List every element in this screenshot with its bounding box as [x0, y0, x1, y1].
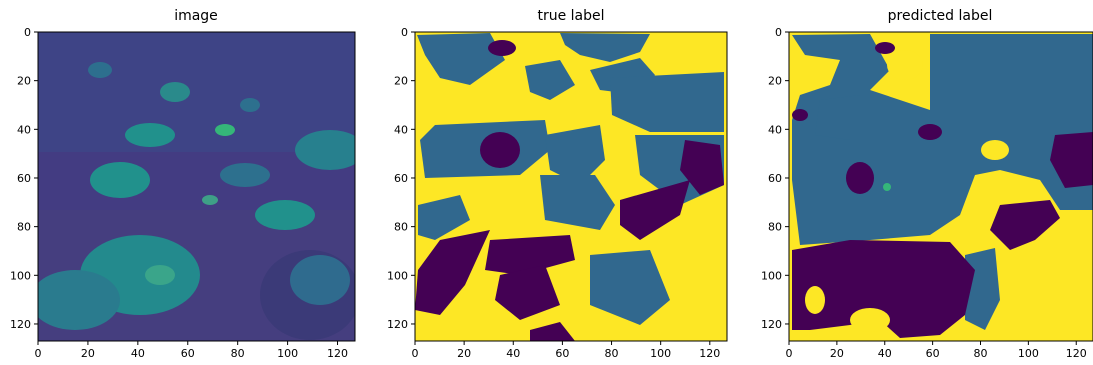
predicted-label-y-tick-label: 20 — [768, 75, 782, 88]
true-label-y-tick-label: 20 — [394, 75, 408, 88]
predicted-yellow-2 — [887, 50, 923, 80]
true-label-x-ticks: 0 20 40 60 80 100 120 — [412, 341, 720, 360]
true-region-9 — [540, 175, 615, 230]
true-label-x-tick-label: 120 — [699, 347, 720, 360]
image-y-tick-label: 100 — [10, 269, 31, 282]
true-label-y-tick-label: 100 — [387, 269, 408, 282]
predicted-label-x-tick-label: 80 — [973, 347, 987, 360]
predicted-yellow-3 — [850, 308, 890, 332]
predicted-label-y-tick-label: 120 — [761, 318, 782, 331]
predicted-dark-5 — [1050, 132, 1093, 188]
image-x-tick-label: 80 — [231, 347, 245, 360]
true-label-title: true label — [537, 8, 604, 24]
true-dark-1 — [488, 40, 516, 56]
image-y-tick-label: 60 — [17, 172, 31, 185]
predicted-label-y-tick-label: 60 — [768, 172, 782, 185]
image-y-ticks: 0 20 40 60 80 100 120 — [10, 26, 38, 331]
image-x-tick-label: 120 — [327, 347, 348, 360]
image-title: image — [174, 8, 218, 24]
true-label-y-tick-label: 120 — [387, 318, 408, 331]
true-region-7 — [545, 125, 605, 185]
true-dark-2 — [480, 132, 520, 168]
predicted-dark-1 — [875, 42, 895, 54]
predicted-green-1 — [883, 183, 891, 191]
predicted-yellow-1 — [981, 140, 1009, 160]
predicted-label-heatmap — [789, 32, 1093, 341]
image-x-tick-label: 40 — [131, 347, 145, 360]
predicted-dark-2 — [792, 109, 808, 121]
predicted-region-1 — [792, 34, 1093, 245]
true-label-x-tick-label: 60 — [555, 347, 569, 360]
predicted-dark-6 — [990, 200, 1060, 250]
true-label-y-ticks: 0 20 40 60 80 100 120 — [387, 26, 415, 331]
image-y-tick-label: 120 — [10, 318, 31, 331]
true-label-x-tick-label: 80 — [605, 347, 619, 360]
image-x-tick-label: 100 — [277, 347, 298, 360]
true-label-y-tick-label: 60 — [394, 172, 408, 185]
predicted-label-y-tick-label: 100 — [761, 269, 782, 282]
predicted-label-x-tick-label: 20 — [830, 347, 844, 360]
predicted-region-3 — [965, 248, 1000, 330]
image-x-tick-label: 20 — [81, 347, 95, 360]
panel-image: image 0 20 40 60 80 100 120 0 20 40 60 80 100 120 — [10, 8, 356, 360]
predicted-label-x-ticks: 0 20 40 60 80 100 120 — [786, 341, 1087, 360]
true-dark-3 — [680, 140, 724, 195]
true-region-10 — [418, 195, 470, 240]
predicted-dark-4 — [846, 162, 874, 194]
image-x-tick-label: 0 — [35, 347, 42, 360]
image-y-tick-label: 0 — [24, 26, 31, 39]
true-label-y-tick-label: 40 — [394, 123, 408, 136]
true-region-2 — [560, 33, 650, 62]
predicted-region-2 — [815, 95, 880, 140]
true-dark-7 — [495, 265, 560, 320]
predicted-label-y-tick-label: 0 — [775, 26, 782, 39]
image-y-tick-label: 80 — [17, 221, 31, 234]
true-dark-6 — [485, 235, 575, 275]
predicted-label-x-tick-label: 60 — [926, 347, 940, 360]
predicted-label-x-tick-label: 0 — [786, 347, 793, 360]
true-label-x-tick-label: 40 — [506, 347, 520, 360]
true-label-heatmap — [415, 32, 727, 341]
image-y-tick-label: 20 — [17, 75, 31, 88]
true-label-x-tick-label: 0 — [412, 347, 419, 360]
true-label-y-tick-label: 0 — [401, 26, 408, 39]
predicted-label-x-tick-label: 40 — [878, 347, 892, 360]
panel-predicted-label: predicted label 0 20 40 60 80 100 120 0 20 40 60 8… — [761, 8, 1093, 360]
true-label-x-tick-label: 100 — [650, 347, 671, 360]
predicted-label-y-tick-label: 80 — [768, 221, 782, 234]
image-heatmap — [38, 32, 355, 341]
predicted-label-x-tick-label: 120 — [1066, 347, 1087, 360]
true-region-11 — [590, 250, 670, 325]
true-region-1 — [417, 33, 505, 85]
predicted-label-title: predicted label — [888, 8, 993, 24]
predicted-label-axes-frame — [788, 31, 1093, 342]
true-dark-8 — [530, 322, 575, 341]
predicted-label-y-ticks: 0 20 40 60 80 100 120 — [761, 26, 789, 331]
true-label-axes-frame — [414, 31, 728, 342]
predicted-yellow-4 — [805, 286, 825, 314]
predicted-dark-3 — [918, 124, 942, 140]
panel-true-label: true label 0 20 40 60 80 100 120 0 20 40 60 80 100 1… — [387, 8, 728, 360]
image-axes-frame — [37, 31, 356, 342]
true-dark-5 — [415, 230, 490, 315]
image-x-ticks: 0 20 40 60 80 100 120 — [35, 341, 348, 360]
image-x-tick-label: 60 — [181, 347, 195, 360]
true-label-y-tick-label: 80 — [394, 221, 408, 234]
predicted-label-x-tick-label: 100 — [1018, 347, 1039, 360]
true-label-x-tick-label: 20 — [457, 347, 471, 360]
predicted-label-y-tick-label: 40 — [768, 123, 782, 136]
image-y-tick-label: 40 — [17, 123, 31, 136]
true-region-5 — [610, 72, 724, 132]
true-dark-4 — [620, 180, 690, 240]
true-region-3 — [525, 60, 575, 100]
predicted-dark-7 — [792, 240, 975, 338]
